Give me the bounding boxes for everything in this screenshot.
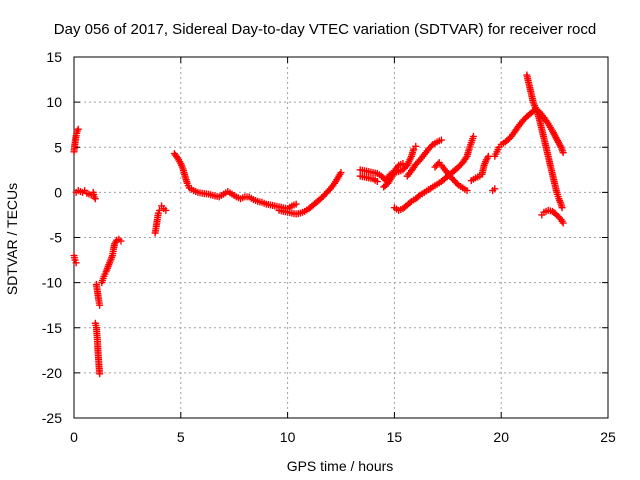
y-tick-label: 15 [46,49,62,65]
data-point [462,154,470,162]
y-tick-label: 5 [54,139,62,155]
data-point [559,219,567,227]
x-tick-label: 0 [70,429,78,445]
data-point [491,185,499,193]
chart-title: Day 056 of 2017, Sidereal Day-to-day VTE… [54,21,596,38]
data-point [373,178,381,186]
y-tick-label: -5 [50,230,63,246]
data-point [406,199,414,207]
y-tick-label: -25 [42,410,62,426]
data-point [556,142,564,150]
x-tick-label: 10 [280,429,296,445]
data-point [453,180,461,188]
data-point [162,206,170,214]
x-tick-label: 25 [600,429,616,445]
data-point [91,195,99,203]
y-tick-label: 10 [46,94,62,110]
x-tick-label: 20 [493,429,509,445]
x-tick-label: 5 [177,429,185,445]
y-tick-label: -10 [42,275,62,291]
y-tick-label: 0 [54,184,62,200]
data-point [415,192,423,200]
data-point [412,142,420,150]
data-point [96,301,104,309]
data-point [74,125,82,133]
data-points [70,71,567,378]
data-point [484,152,492,160]
y-axis-title: SDTVAR / TECUs [4,183,20,295]
data-point [337,169,345,177]
data-point [427,142,435,150]
axis-ticks: 0 5 10 15 20 25 -25 -20 -15 -10 -5 0 5 10 15 [42,49,616,445]
data-point [117,237,125,245]
data-point [558,204,566,212]
data-point [155,206,163,214]
x-tick-label: 15 [387,429,403,445]
x-axis-title: GPS time / hours [287,458,394,474]
data-point [434,160,442,168]
data-point [96,370,104,378]
data-point [292,200,300,208]
data-point [463,187,471,195]
data-point [399,159,407,167]
data-point [559,149,567,157]
data-point [469,132,477,140]
data-point [437,136,445,144]
y-tick-label: -20 [42,365,62,381]
y-tick-label: -15 [42,320,62,336]
grid-lines [74,57,608,418]
data-point [72,259,80,267]
